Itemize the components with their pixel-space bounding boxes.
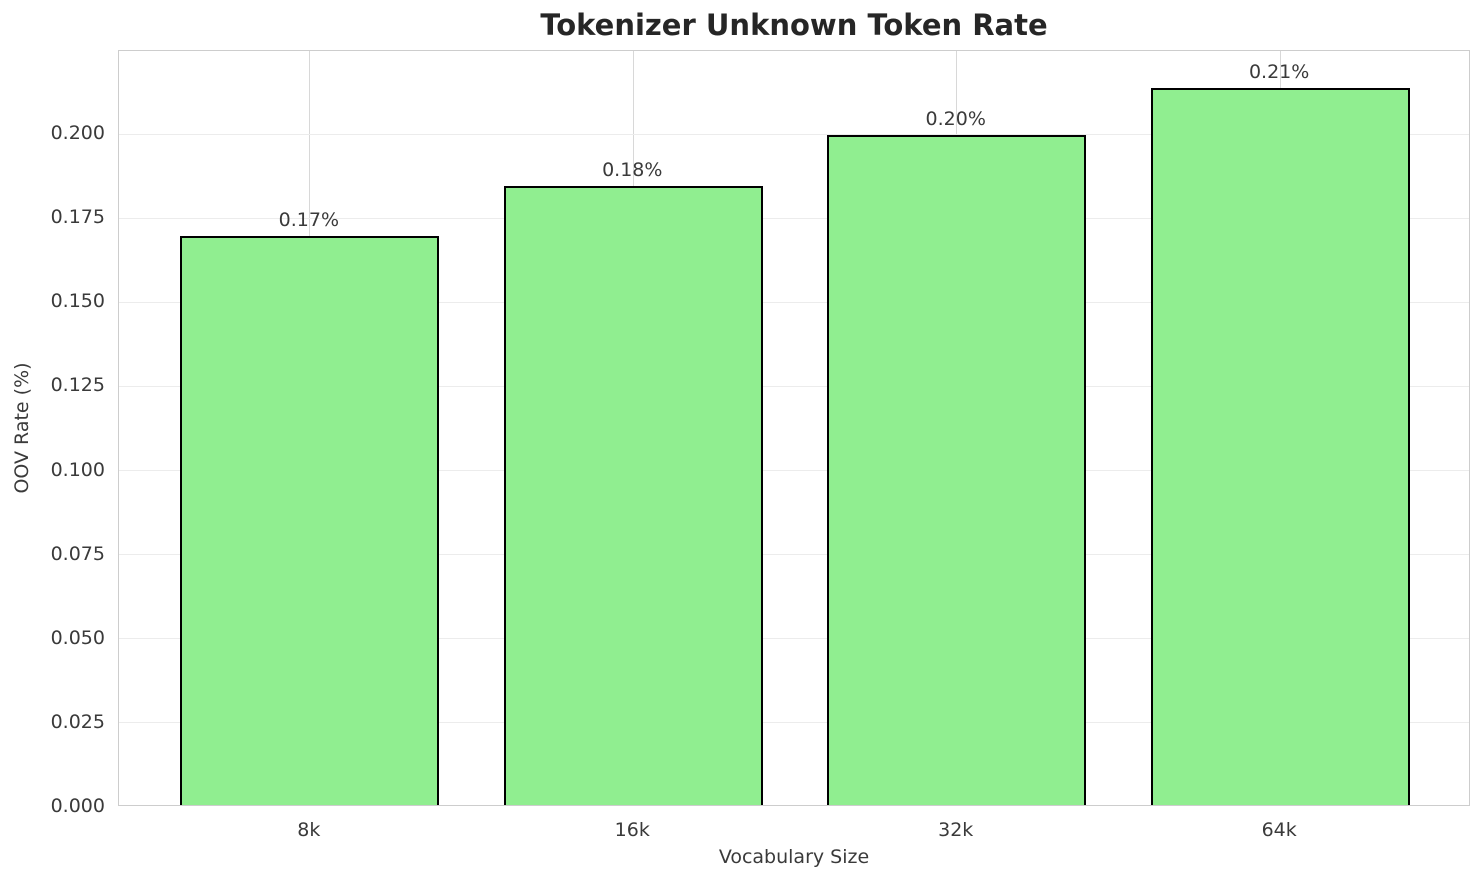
horizontal-gridline xyxy=(119,301,1469,303)
horizontal-gridline xyxy=(119,385,1469,387)
chart-title: Tokenizer Unknown Token Rate xyxy=(540,8,1048,42)
y-tick-label: 0.200 xyxy=(50,122,105,145)
bar-value-label: 0.20% xyxy=(925,108,986,131)
y-tick-label: 0.025 xyxy=(50,710,105,733)
x-tick-label: 16k xyxy=(614,819,650,841)
horizontal-gridline xyxy=(119,638,1469,640)
horizontal-gridline xyxy=(119,217,1469,219)
x-tick-label: 64k xyxy=(1261,819,1297,841)
horizontal-gridline xyxy=(119,554,1469,556)
y-tick-label: 0.125 xyxy=(50,374,105,397)
bar xyxy=(1150,88,1410,805)
bar xyxy=(180,236,440,805)
y-tick-label: 0.100 xyxy=(50,458,105,481)
plot-area xyxy=(118,50,1470,806)
y-tick-label: 0.075 xyxy=(50,542,105,565)
bar-value-label: 0.21% xyxy=(1248,61,1310,84)
bar xyxy=(827,135,1087,805)
x-tick-label: 32k xyxy=(938,819,974,841)
bar-value-label: 0.18% xyxy=(602,158,663,181)
y-tick-label: 0.150 xyxy=(50,290,105,313)
x-axis-label: Vocabulary Size xyxy=(718,846,870,868)
y-tick-label: 0.000 xyxy=(50,795,105,817)
x-tick-label: 8k xyxy=(297,819,321,841)
y-tick-label: 0.050 xyxy=(50,626,105,649)
bar-value-label: 0.17% xyxy=(278,209,339,232)
horizontal-gridline xyxy=(119,722,1469,724)
bar xyxy=(503,185,763,805)
y-tick-label: 0.175 xyxy=(50,206,105,229)
horizontal-gridline xyxy=(119,133,1469,135)
horizontal-gridline xyxy=(119,470,1469,472)
